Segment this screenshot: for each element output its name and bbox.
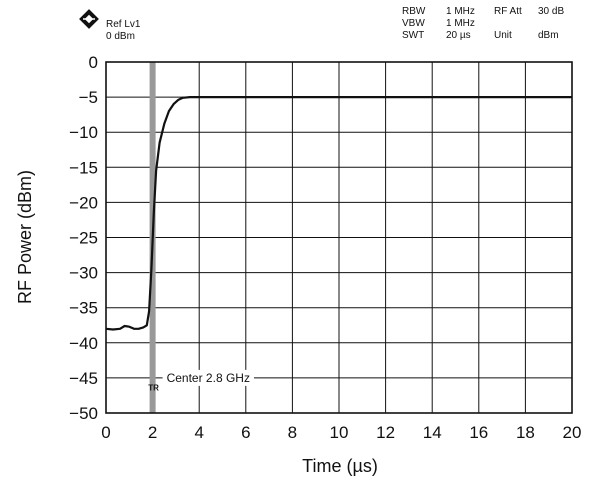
annotation-background <box>162 369 254 386</box>
unit-label: Unit <box>494 30 512 41</box>
y-tick-label: −45 <box>69 369 98 388</box>
rbw-label: RBW <box>402 6 426 17</box>
y-tick-label: −35 <box>69 299 98 318</box>
rf-att-value: 30 dB <box>538 6 564 17</box>
swt-value: 20 µs <box>446 30 471 41</box>
vbw-value: 1 MHz <box>446 18 475 29</box>
y-tick-label: −50 <box>69 404 98 423</box>
y-tick-label: −10 <box>69 123 98 142</box>
x-tick-label: 20 <box>563 423 582 442</box>
x-tick-label: 10 <box>330 423 349 442</box>
y-tick-label: −30 <box>69 264 98 283</box>
swt-label: SWT <box>402 30 424 41</box>
center-frequency-annotation: Center 2.8 GHz <box>167 371 250 385</box>
y-tick-label: −20 <box>69 193 98 212</box>
y-tick-label: −25 <box>69 229 98 248</box>
y-tick-label: −40 <box>69 334 98 353</box>
x-tick-label: 18 <box>516 423 535 442</box>
grid <box>105 61 573 414</box>
rbw-value: 1 MHz <box>446 6 475 17</box>
y-tick-label: 0 <box>89 53 98 72</box>
vbw-label: VBW <box>402 18 425 29</box>
logo-icon <box>79 9 99 29</box>
x-tick-label: 2 <box>148 423 157 442</box>
y-tick-label: −5 <box>79 88 98 107</box>
ref-level-value: 0 dBm <box>106 31 135 42</box>
x-tick-labels: 0 2 4 6 8 10 12 14 16 18 20 <box>101 423 581 442</box>
y-axis-label: RF Power (dBm) <box>15 170 35 304</box>
rf-att-label: RF Att <box>494 6 522 17</box>
x-tick-label: 12 <box>376 423 395 442</box>
series-line-0 <box>105 95 572 331</box>
header: Ref Lv1 0 dBm RBW VBW SWT 1 MHz 1 MHz 20… <box>79 6 564 42</box>
x-tick-label: 0 <box>101 423 110 442</box>
trace-layer <box>105 95 572 331</box>
x-axis-label: Time (µs) <box>302 456 378 476</box>
trigger-label: TR <box>148 384 159 393</box>
x-tick-label: 16 <box>469 423 488 442</box>
y-tick-labels: 0 −5 −10 −15 −20 −25 −30 −35 −40 −45 −50 <box>69 53 98 423</box>
ref-level-label: Ref Lv1 <box>106 19 141 30</box>
x-tick-label: 6 <box>241 423 250 442</box>
x-tick-label: 4 <box>194 423 203 442</box>
x-tick-label: 14 <box>423 423 442 442</box>
annotation-layer: Center 2.8 GHz <box>162 369 254 386</box>
unit-value: dBm <box>538 30 559 41</box>
y-tick-label: −15 <box>69 158 98 177</box>
plot-frame <box>105 61 573 414</box>
x-tick-label: 8 <box>288 423 297 442</box>
